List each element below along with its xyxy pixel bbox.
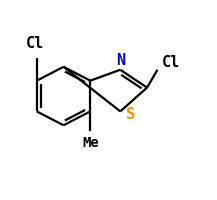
Text: N: N (116, 53, 125, 68)
Text: Cl: Cl (25, 36, 44, 51)
Text: Cl: Cl (162, 55, 180, 70)
Text: Me: Me (82, 135, 99, 149)
Text: S: S (126, 106, 135, 121)
